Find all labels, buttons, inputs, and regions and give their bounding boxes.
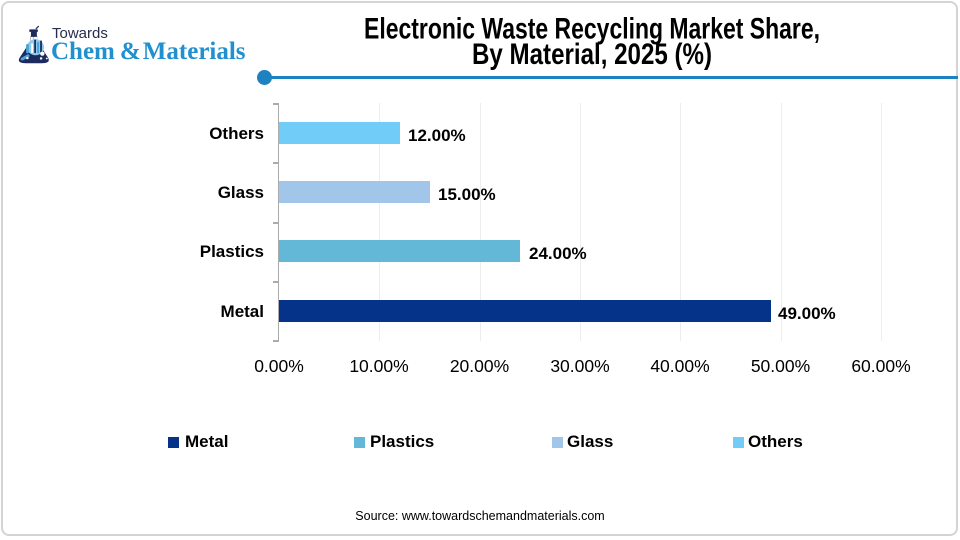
- svg-text:Electronic Waste Recycling Mar: Electronic Waste Recycling Market Share,: [364, 13, 820, 46]
- svg-text:By Material, 2025 (%): By Material, 2025 (%): [472, 38, 712, 71]
